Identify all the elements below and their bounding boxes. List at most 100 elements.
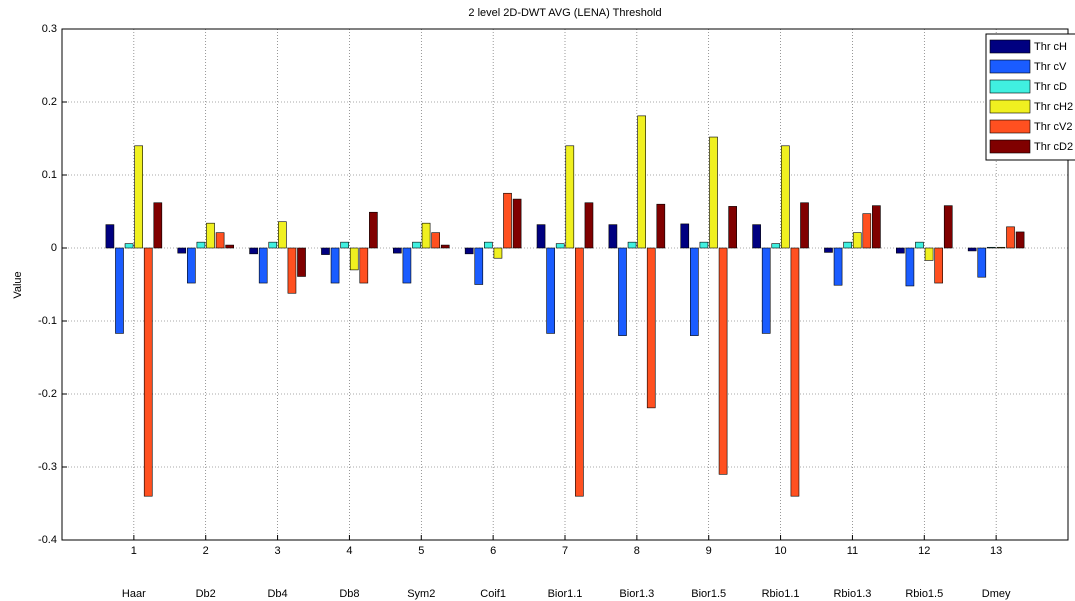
bar xyxy=(105,224,115,249)
bar xyxy=(680,223,690,249)
x-tick-label: 1 xyxy=(131,545,137,557)
x-tick-label: 11 xyxy=(847,545,858,557)
legend-swatch xyxy=(989,99,1031,114)
category-label: Db4 xyxy=(267,588,287,600)
bar xyxy=(608,224,618,249)
bar xyxy=(618,247,627,336)
bar xyxy=(321,247,330,255)
bar xyxy=(503,192,512,249)
bar xyxy=(824,247,833,253)
legend-swatch xyxy=(989,59,1031,74)
bar xyxy=(934,247,943,284)
y-tick-label: -0.3 xyxy=(38,461,57,473)
category-label: Haar xyxy=(122,588,146,600)
bar xyxy=(852,232,862,249)
bar xyxy=(584,202,594,249)
bar xyxy=(431,232,440,249)
y-tick-label: 0.1 xyxy=(42,169,57,181)
bar xyxy=(781,145,790,249)
legend-label: Thr cV2 xyxy=(1034,121,1073,133)
bar xyxy=(924,247,934,261)
bar xyxy=(943,205,953,249)
x-tick-label: 12 xyxy=(918,545,930,557)
bar xyxy=(278,221,287,249)
x-tick-label: 9 xyxy=(706,545,712,557)
legend-swatch xyxy=(989,119,1031,134)
y-tick-label: -0.1 xyxy=(38,315,57,327)
y-tick-label: -0.4 xyxy=(38,534,57,546)
y-tick-label: -0.2 xyxy=(38,388,57,400)
bar xyxy=(1015,231,1025,249)
bar xyxy=(771,243,781,249)
x-tick-label: 8 xyxy=(634,545,640,557)
y-tick-label: 0 xyxy=(51,242,57,254)
category-label: Rbio1.5 xyxy=(905,588,943,600)
bar xyxy=(761,247,771,334)
bar xyxy=(627,241,637,249)
bar xyxy=(359,247,369,284)
legend-label: Thr cD xyxy=(1034,81,1067,93)
category-label: Db2 xyxy=(196,588,216,600)
y-axis-label: Value xyxy=(12,271,24,298)
bar xyxy=(699,241,709,249)
bar xyxy=(297,247,306,277)
x-tick-label: 4 xyxy=(346,545,352,557)
bar xyxy=(987,246,996,249)
legend: Thr cH Thr cV Thr cD Thr cH2 Thr cV2 Thr cD2 xyxy=(985,33,1075,161)
bar xyxy=(115,247,124,334)
legend-swatch xyxy=(989,79,1031,94)
bar xyxy=(905,247,915,287)
bar xyxy=(177,247,187,254)
bar xyxy=(412,241,421,249)
bar xyxy=(996,246,1006,249)
bar xyxy=(349,247,359,271)
axes-box xyxy=(61,28,1069,541)
x-tick-label: 5 xyxy=(418,545,424,557)
bar xyxy=(790,247,800,497)
bar xyxy=(977,247,987,278)
bar xyxy=(215,232,225,249)
bar xyxy=(709,136,718,249)
bar xyxy=(690,247,699,336)
bar xyxy=(330,247,340,284)
bar xyxy=(752,224,761,249)
bar xyxy=(225,244,234,249)
bar xyxy=(474,247,484,285)
y-tick-label: 0.3 xyxy=(42,23,57,35)
category-label: Bior1.5 xyxy=(691,588,726,600)
bar xyxy=(484,241,493,249)
x-tick-label: 10 xyxy=(774,545,786,557)
category-label: Rbio1.1 xyxy=(762,588,800,600)
category-label: Dmey xyxy=(982,588,1011,600)
bar xyxy=(402,247,412,284)
bar xyxy=(369,211,378,249)
bar xyxy=(915,241,924,249)
bar xyxy=(440,244,450,249)
bar xyxy=(656,203,666,249)
bar xyxy=(393,247,402,254)
bar xyxy=(287,247,297,294)
bar xyxy=(1006,226,1015,249)
bar xyxy=(143,247,153,497)
legend-swatch xyxy=(989,139,1031,154)
x-tick-label: 13 xyxy=(990,545,1002,557)
bar xyxy=(124,243,134,249)
bar xyxy=(575,247,584,497)
bar xyxy=(196,241,206,249)
legend-box xyxy=(985,33,1075,161)
bar xyxy=(421,222,431,249)
category-label: Sym2 xyxy=(407,588,435,600)
x-tick-label: 3 xyxy=(275,545,281,557)
bar xyxy=(565,145,575,249)
y-tick-label: 0.2 xyxy=(42,96,57,108)
bar xyxy=(967,247,977,252)
category-label: Bior1.1 xyxy=(548,588,583,600)
legend-swatch xyxy=(989,39,1031,54)
bar xyxy=(206,222,215,249)
bar xyxy=(862,213,872,249)
category-label: Rbio1.3 xyxy=(833,588,871,600)
bar xyxy=(896,247,905,254)
bar xyxy=(718,247,728,475)
bar xyxy=(464,247,474,255)
bar xyxy=(249,247,258,255)
